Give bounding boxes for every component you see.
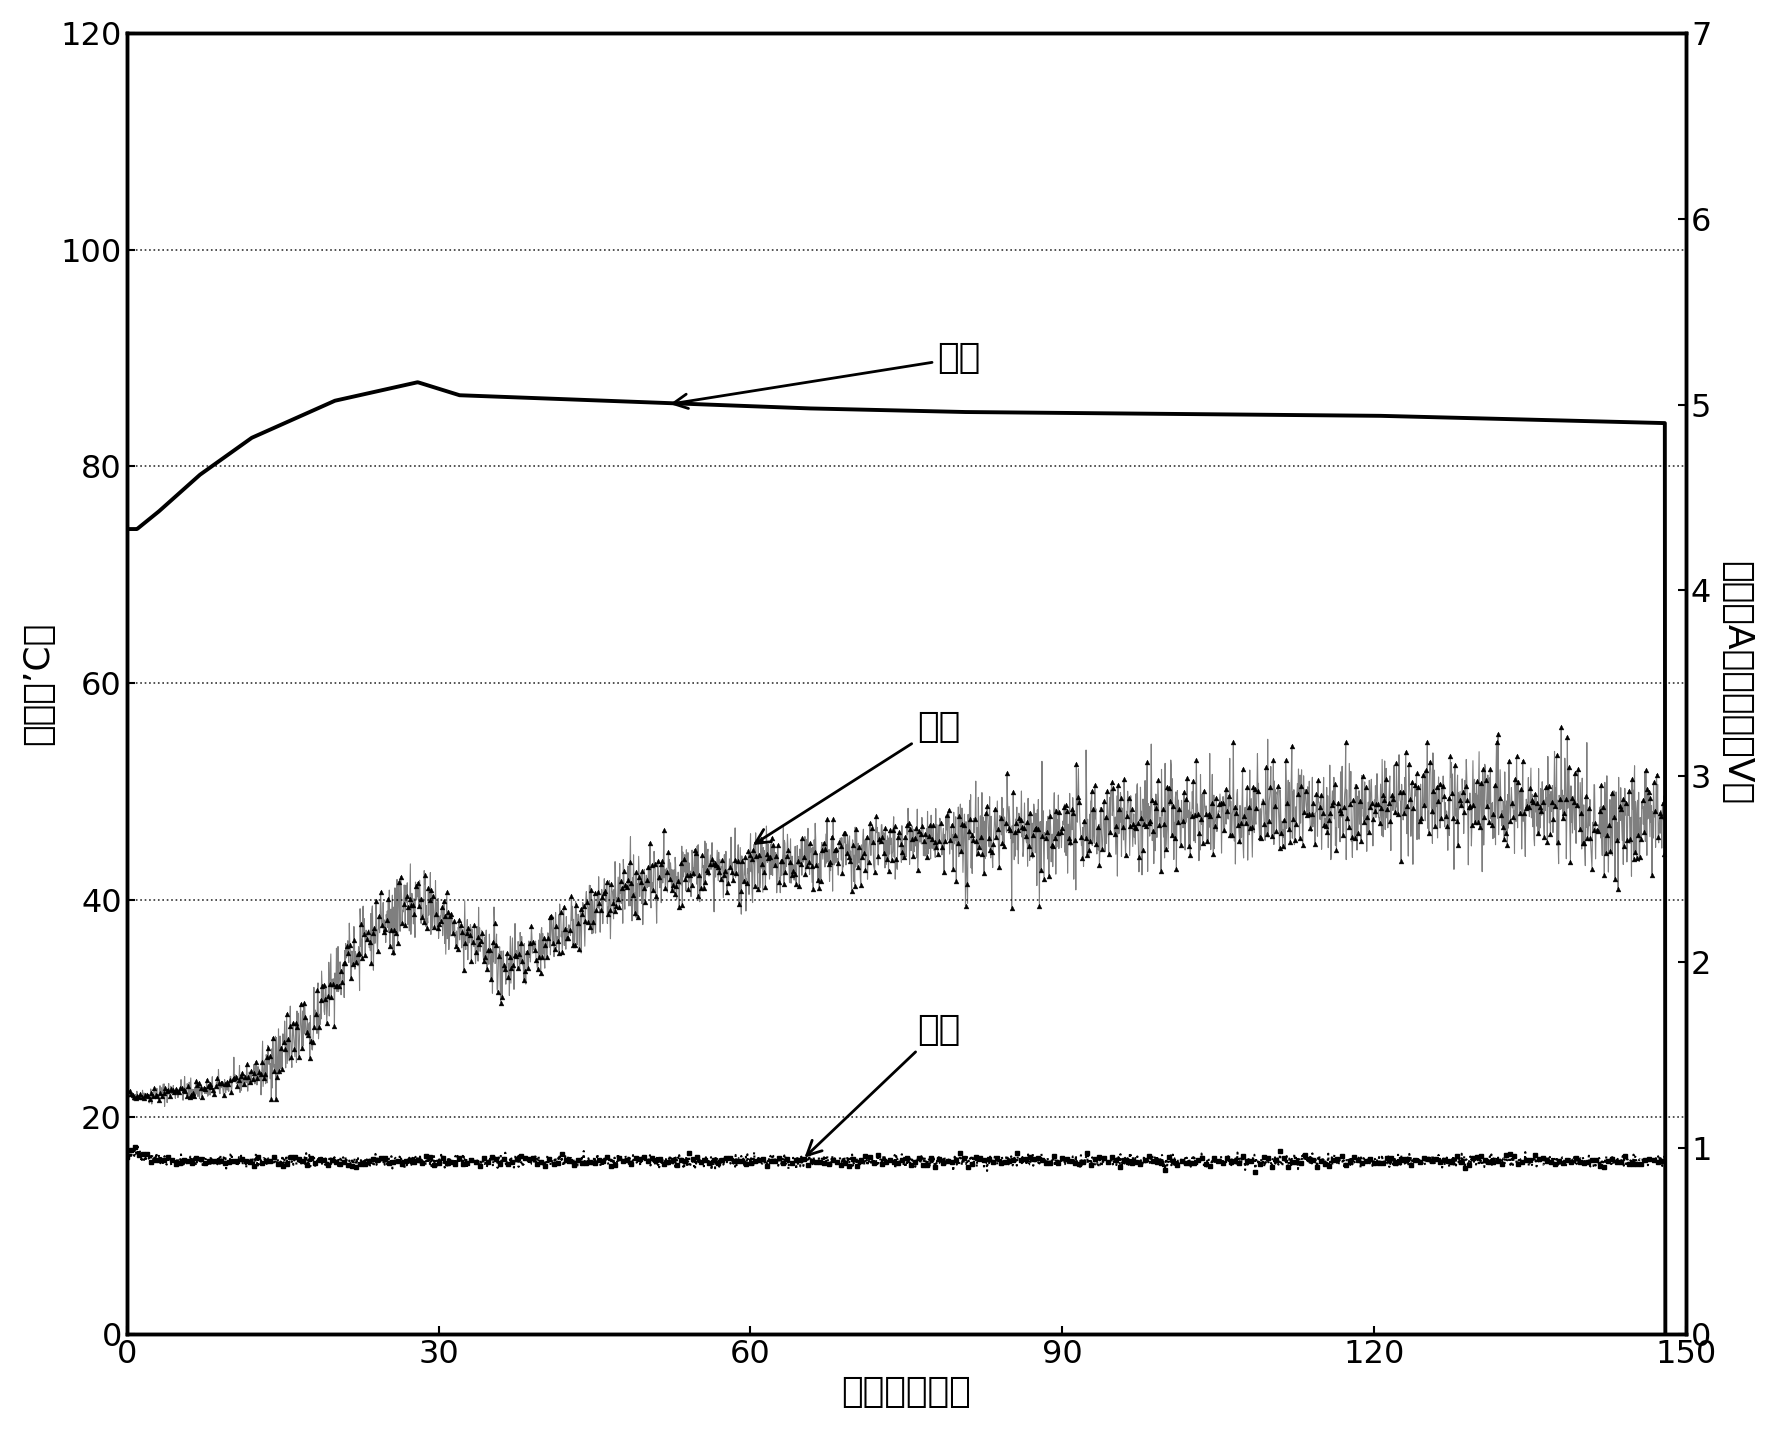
- X-axis label: 时间（分钟）: 时间（分钟）: [840, 1376, 970, 1409]
- Y-axis label: 电流（A）和电压（V）: 电流（A）和电压（V）: [1718, 561, 1752, 805]
- Text: 电压: 电压: [672, 342, 980, 409]
- Text: 电流: 电流: [807, 1014, 959, 1155]
- Text: 温度: 温度: [755, 709, 959, 844]
- Y-axis label: 温度（’C）: 温度（’C）: [21, 622, 55, 745]
